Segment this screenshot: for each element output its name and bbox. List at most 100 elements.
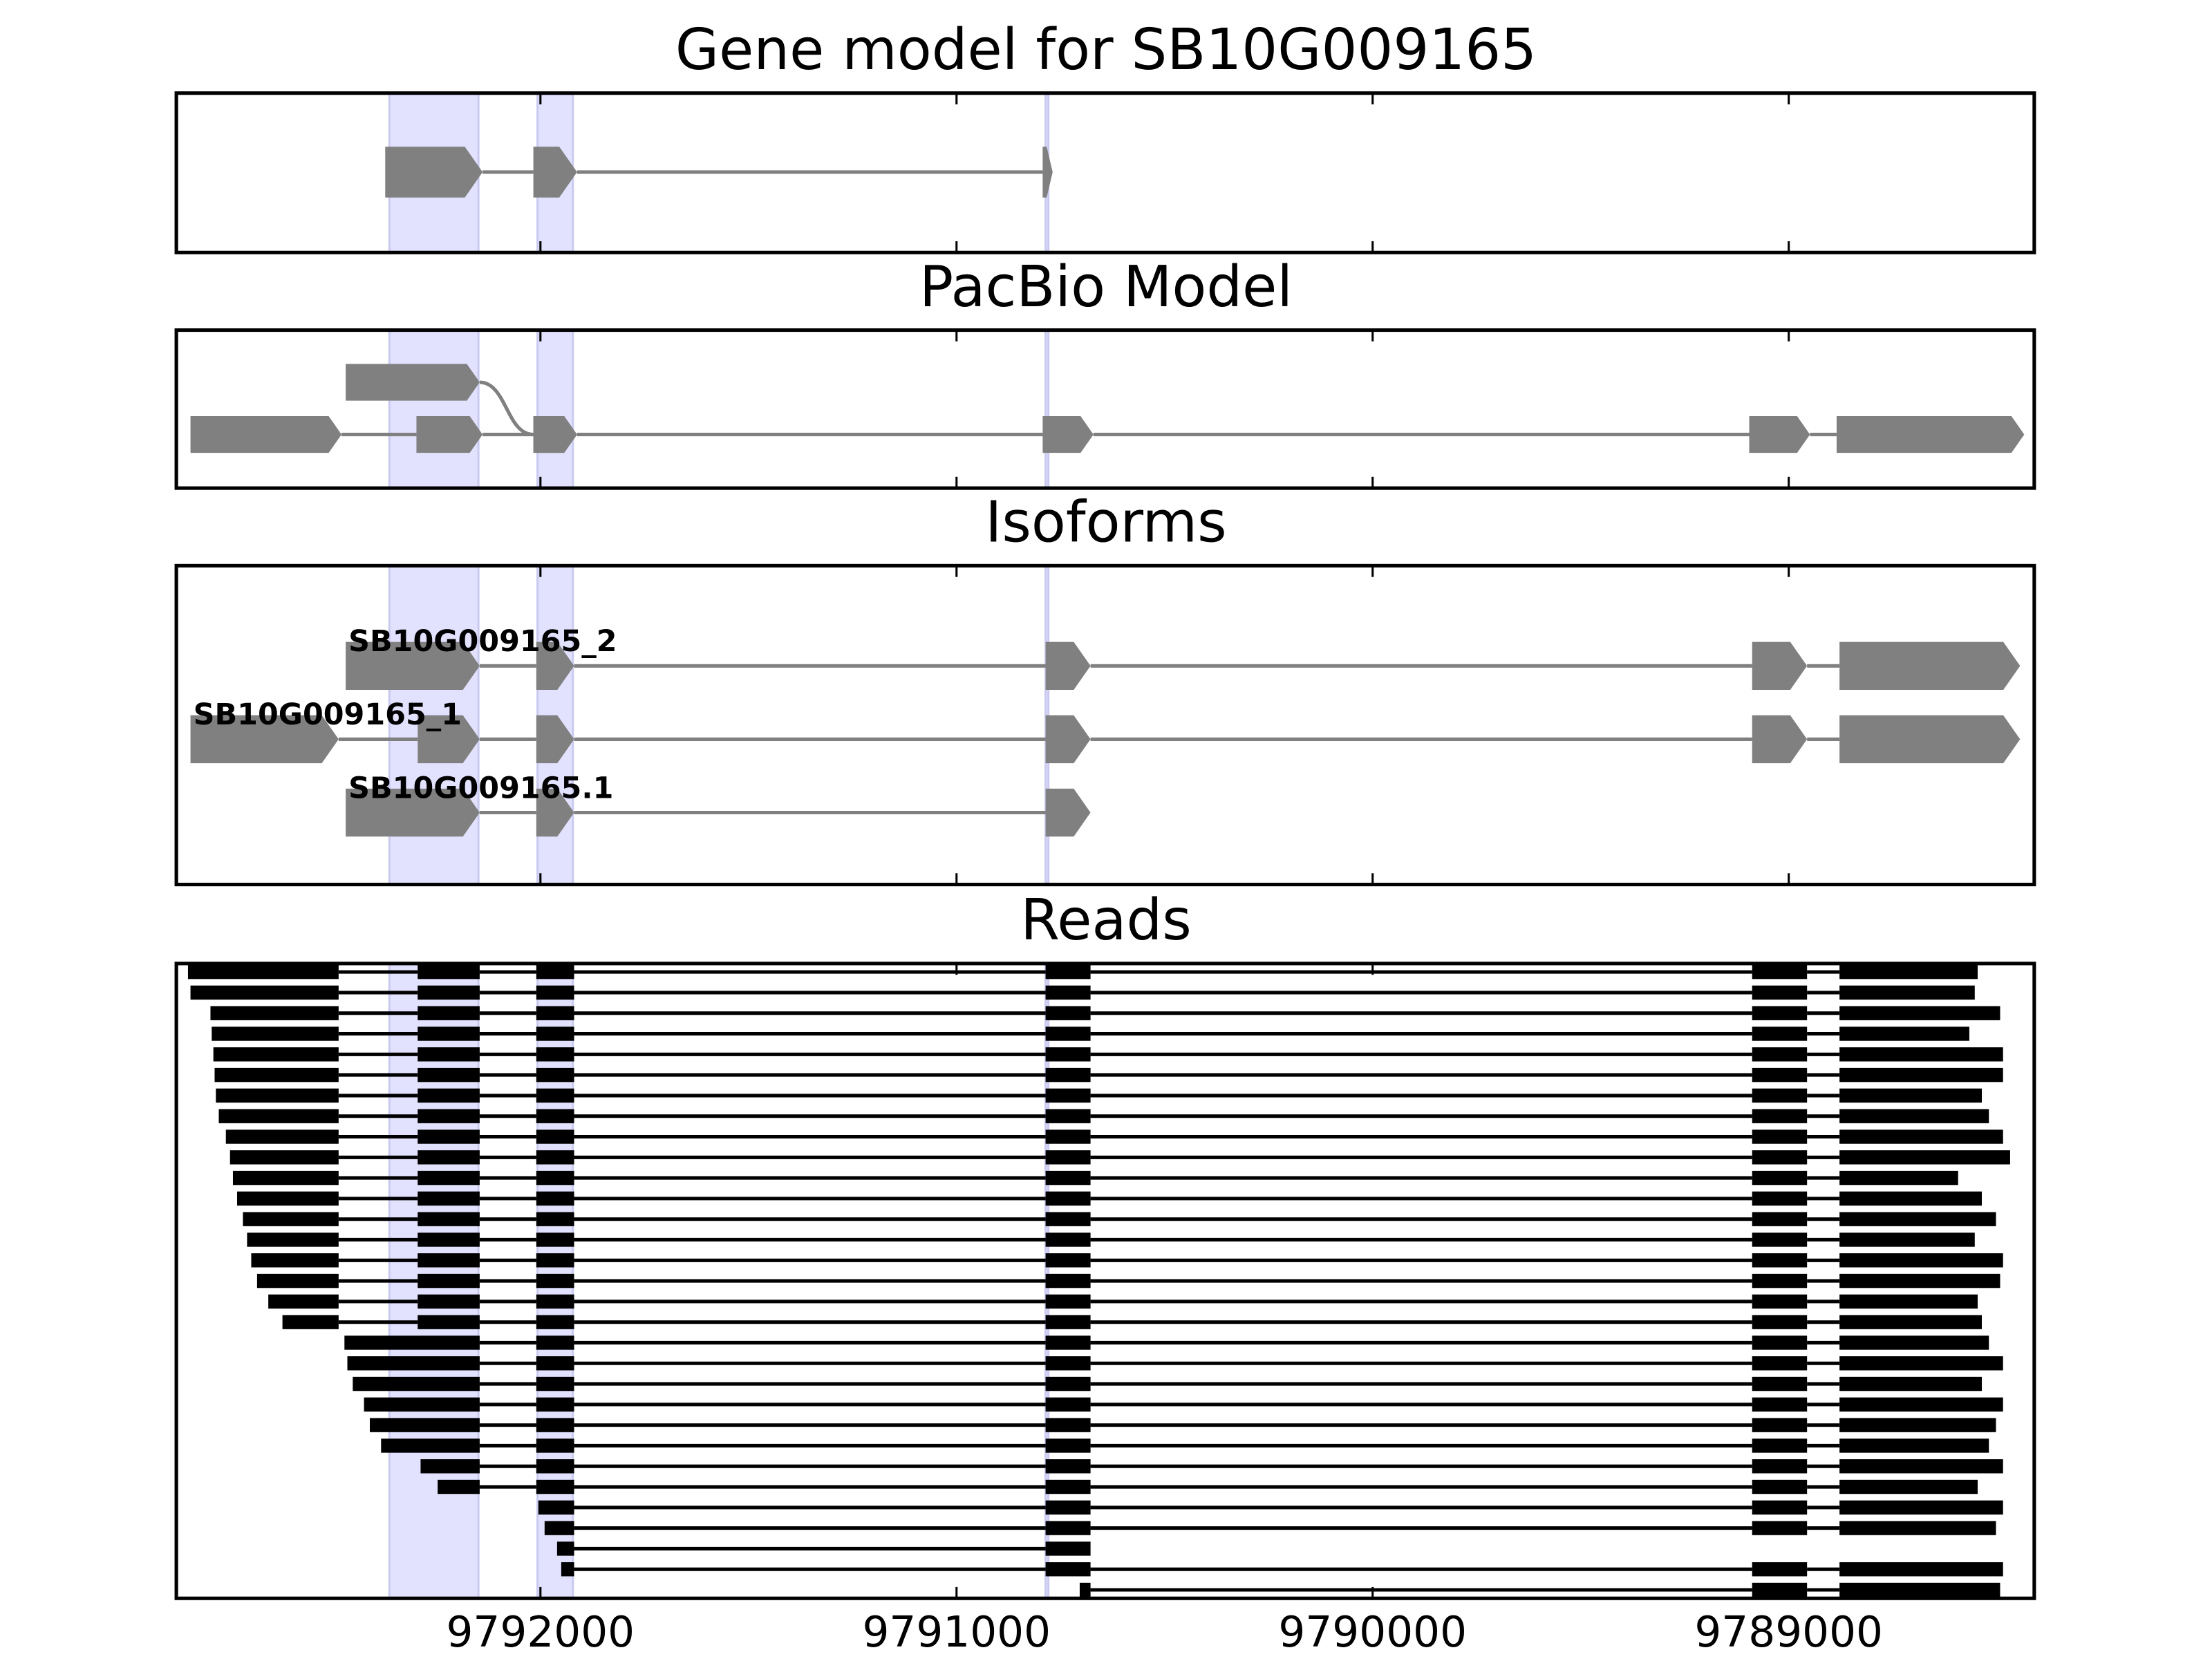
read-block (214, 1067, 339, 1082)
read-block (1839, 1067, 2003, 1082)
read-block (418, 1130, 480, 1144)
x-tick-label: 9792000 (446, 1608, 635, 1657)
read-block (256, 1273, 339, 1288)
x-tick-label: 9791000 (862, 1608, 1051, 1657)
read-block (1045, 1047, 1091, 1062)
read-block (561, 1562, 574, 1577)
read-block (1752, 1418, 1808, 1432)
read-block (536, 1212, 574, 1226)
read-block (1839, 1027, 1969, 1041)
read-block (364, 1397, 480, 1412)
isoform-label: SB10G009165.1 (348, 771, 613, 805)
intron (479, 380, 534, 437)
exon (533, 416, 577, 453)
read-block (1752, 1212, 1808, 1226)
read-block (1839, 1294, 1978, 1309)
read-block (1045, 1479, 1091, 1494)
isoform-label: SB10G009165_1 (194, 697, 462, 732)
read-block (536, 1109, 574, 1123)
read-block (1839, 1191, 1983, 1206)
read-block (1045, 1109, 1091, 1123)
read-block (1752, 1027, 1808, 1041)
read-block (1839, 1130, 2003, 1144)
read-block (418, 1315, 480, 1329)
read-block (1839, 985, 1975, 1000)
read-block (1045, 1232, 1091, 1247)
read-block (536, 1232, 574, 1247)
read-block (438, 1479, 480, 1494)
read-block (1752, 1335, 1808, 1350)
read-block (268, 1294, 339, 1309)
exon (190, 416, 342, 453)
read-block (418, 1088, 480, 1103)
read-block (536, 1459, 574, 1474)
read-block (1839, 1253, 2003, 1268)
read-block (190, 985, 339, 1000)
read-block (418, 1232, 480, 1247)
read-block (347, 1356, 480, 1371)
exon (416, 416, 483, 453)
read-block (1839, 1459, 2003, 1474)
panel-title: Gene model for SB10G009165 (675, 17, 1537, 83)
read-block (381, 1438, 480, 1453)
read-block (418, 1027, 480, 1041)
read-block (1752, 1232, 1808, 1247)
read-block (1752, 1315, 1808, 1329)
read-block (1752, 1150, 1808, 1165)
read-block (1045, 1500, 1091, 1515)
read-block (1045, 1191, 1091, 1206)
exon (1045, 641, 1091, 690)
read-block (1752, 1109, 1808, 1123)
read-block (1752, 1479, 1808, 1494)
exon (418, 715, 480, 764)
read-block (1045, 1027, 1091, 1041)
read-block (1839, 1418, 1996, 1432)
read-block (229, 1150, 339, 1165)
read-block (420, 1459, 480, 1474)
exon (1042, 147, 1053, 198)
read-block (213, 1047, 339, 1062)
read-block (1839, 1500, 2003, 1515)
highlight (536, 329, 574, 489)
read-block (1752, 1500, 1808, 1515)
read-block (1045, 1521, 1091, 1535)
read-block (1839, 1212, 1996, 1226)
exon (1042, 416, 1094, 453)
read-block (1839, 1232, 1975, 1247)
read-block (216, 1088, 339, 1103)
read-block (536, 1438, 574, 1453)
read-block (225, 1130, 339, 1144)
exon (1752, 641, 1808, 690)
read-block (1045, 1294, 1091, 1309)
exon (536, 641, 574, 690)
read-block (1752, 1047, 1808, 1062)
x-tick-label: 9790000 (1278, 1608, 1467, 1657)
highlight (1044, 329, 1050, 489)
read-block (1752, 1191, 1808, 1206)
read-block (344, 1335, 480, 1350)
exon (346, 364, 480, 401)
read-block (536, 1356, 574, 1371)
isoform-label: SB10G009165_2 (348, 624, 617, 659)
read-block (1752, 1273, 1808, 1288)
read-block (370, 1418, 480, 1432)
highlight (388, 329, 480, 489)
read-block (1045, 985, 1091, 1000)
read-block (1752, 1294, 1808, 1309)
read-block (418, 1294, 480, 1309)
read-block (1752, 1253, 1808, 1268)
read-block (1045, 964, 1091, 980)
exon (346, 788, 480, 837)
read-block (282, 1315, 339, 1329)
read-block (418, 1253, 480, 1268)
read-block (1752, 1006, 1808, 1020)
exon (1045, 788, 1091, 837)
read-block (418, 1150, 480, 1165)
panel-title: Reads (1020, 888, 1192, 953)
read-block (538, 1500, 574, 1515)
read-block (418, 1212, 480, 1226)
read-block (418, 1191, 480, 1206)
read-block (1079, 1582, 1091, 1597)
